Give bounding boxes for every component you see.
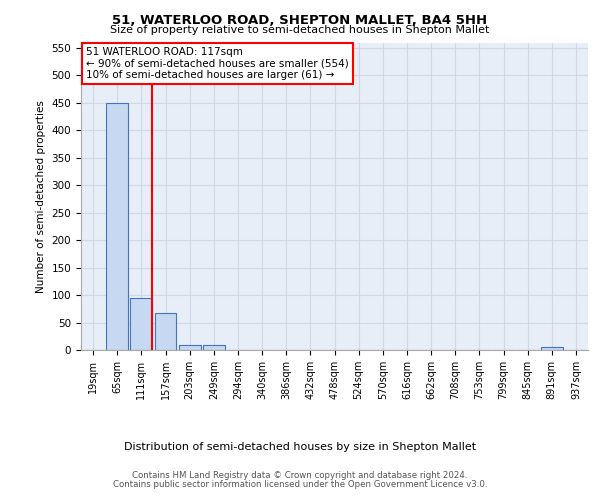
Text: Contains HM Land Registry data © Crown copyright and database right 2024.: Contains HM Land Registry data © Crown c… xyxy=(132,471,468,480)
Bar xyxy=(541,348,563,350)
Text: Distribution of semi-detached houses by size in Shepton Mallet: Distribution of semi-detached houses by … xyxy=(124,442,476,452)
Text: 51, WATERLOO ROAD, SHEPTON MALLET, BA4 5HH: 51, WATERLOO ROAD, SHEPTON MALLET, BA4 5… xyxy=(112,14,488,27)
Bar xyxy=(106,103,128,350)
Bar xyxy=(179,344,200,350)
Bar xyxy=(155,312,176,350)
Bar xyxy=(130,298,152,350)
Y-axis label: Number of semi-detached properties: Number of semi-detached properties xyxy=(36,100,46,292)
Text: Contains public sector information licensed under the Open Government Licence v3: Contains public sector information licen… xyxy=(113,480,487,489)
Text: Size of property relative to semi-detached houses in Shepton Mallet: Size of property relative to semi-detach… xyxy=(110,25,490,35)
Text: 51 WATERLOO ROAD: 117sqm
← 90% of semi-detached houses are smaller (554)
10% of : 51 WATERLOO ROAD: 117sqm ← 90% of semi-d… xyxy=(86,47,349,80)
Bar xyxy=(203,344,224,350)
